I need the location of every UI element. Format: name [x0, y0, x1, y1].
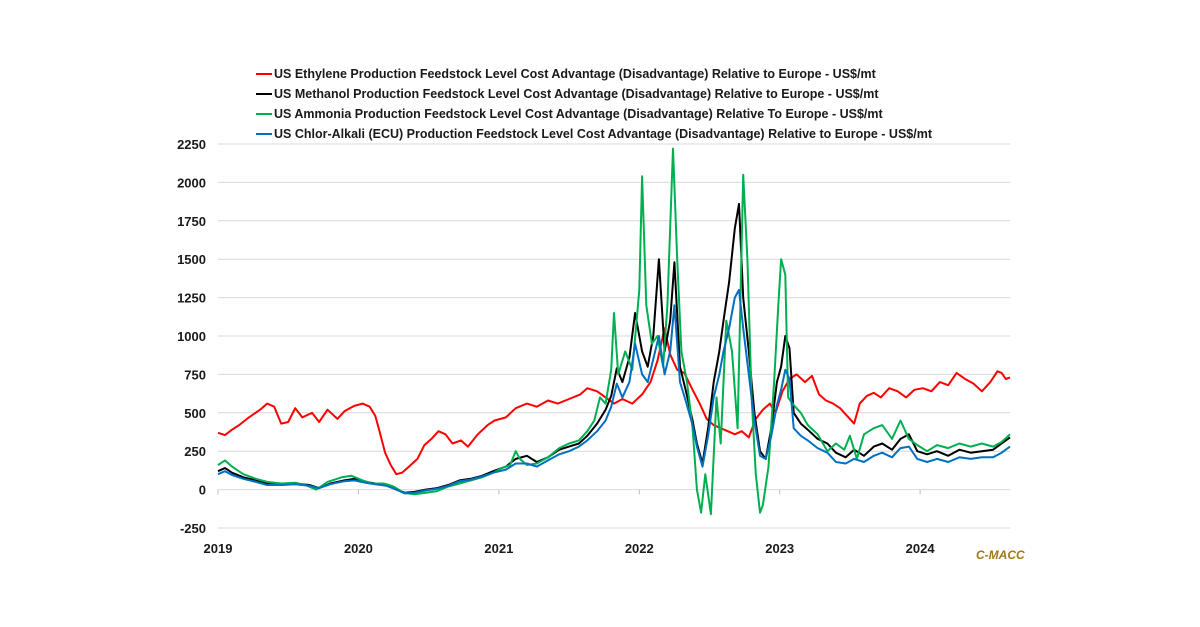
x-tick-label: 2021 [484, 541, 513, 556]
x-tick-label: 2022 [625, 541, 654, 556]
y-tick-label: 2250 [177, 137, 206, 152]
y-tick-label: 2000 [177, 175, 206, 190]
gridlines [218, 143, 1010, 529]
legend: US Ethylene Production Feedstock Level C… [256, 64, 932, 144]
y-tick-label: -250 [180, 521, 206, 536]
y-tick-label: 1500 [177, 252, 206, 267]
x-tick-label: 2024 [906, 541, 936, 556]
legend-label-ethylene: US Ethylene Production Feedstock Level C… [274, 67, 876, 81]
legend-item-chlor-alkali: US Chlor-Alkali (ECU) Production Feedsto… [256, 124, 932, 144]
legend-label-ammonia: US Ammonia Production Feedstock Level Co… [274, 107, 883, 121]
x-axis: 2019 2020 2021 2022 2023 2024 [204, 489, 936, 556]
y-tick-label: 0 [199, 483, 206, 498]
series-line-chlor-alkali [217, 288, 1011, 495]
x-tick-label: 2019 [204, 541, 233, 556]
y-tick-label: 500 [184, 406, 206, 421]
legend-item-methanol: US Methanol Production Feedstock Level C… [256, 84, 932, 104]
y-tick-label: 250 [184, 444, 206, 459]
series-line-methanol [217, 202, 1011, 494]
legend-swatch-ethylene [256, 72, 272, 76]
y-tick-label: 1750 [177, 214, 206, 229]
legend-swatch-ammonia [256, 112, 272, 116]
legend-label-chlor-alkali: US Chlor-Alkali (ECU) Production Feedsto… [274, 127, 932, 141]
y-tick-label: 750 [184, 367, 206, 382]
series-line-ammonia [217, 147, 1011, 516]
plot-area [217, 147, 1011, 516]
legend-swatch-methanol [256, 92, 272, 96]
series-line-ethylene [217, 327, 1011, 476]
x-tick-label: 2020 [344, 541, 373, 556]
x-tick-label: 2023 [765, 541, 794, 556]
watermark-c-macc: C-MACC [976, 548, 1025, 562]
legend-item-ethylene: US Ethylene Production Feedstock Level C… [256, 64, 932, 84]
legend-item-ammonia: US Ammonia Production Feedstock Level Co… [256, 104, 932, 124]
y-tick-label: 1250 [177, 291, 206, 306]
legend-swatch-chlor-alkali [256, 132, 272, 136]
y-axis: -250 0 250 500 750 1000 1250 1500 1750 2000 2250 [177, 137, 206, 536]
y-tick-label: 1000 [177, 329, 206, 344]
legend-label-methanol: US Methanol Production Feedstock Level C… [274, 87, 879, 101]
